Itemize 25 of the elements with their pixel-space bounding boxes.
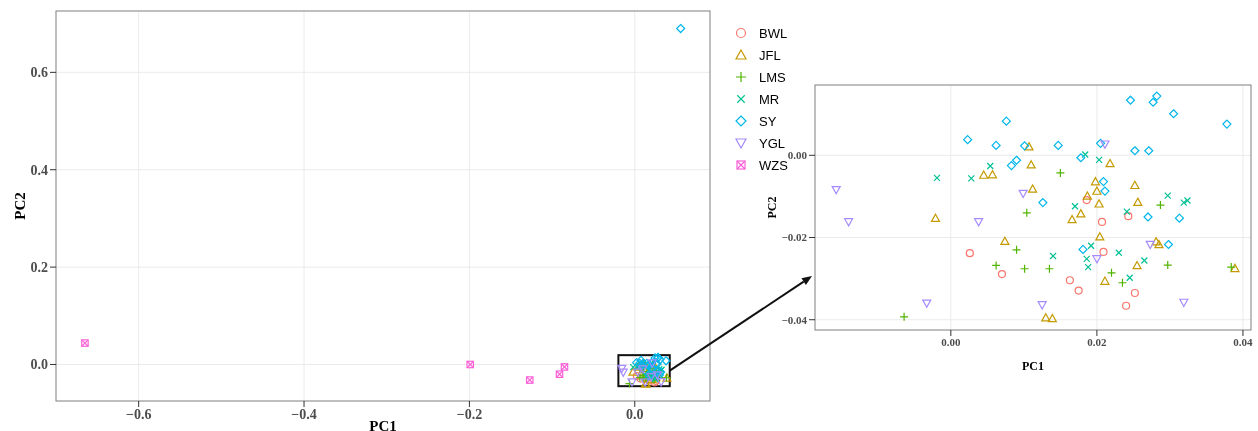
y-tick-label: 0.6	[30, 65, 48, 81]
legend-label: MR	[759, 91, 780, 107]
x-axis-title: PC1	[369, 418, 397, 431]
y-axis-title: PC2	[12, 192, 29, 220]
y-tick-label: −0.04	[781, 313, 808, 326]
legend-label: WZS	[759, 157, 788, 173]
y-axis-title: PC2	[765, 196, 780, 219]
legend-label: YGL	[759, 135, 786, 151]
x-tick-label: 0.0	[626, 406, 644, 422]
y-tick-label: 0.00	[787, 149, 808, 162]
legend-label: BWL	[759, 25, 788, 41]
legend-label: JFL	[759, 47, 781, 63]
y-tick-label: 0.0	[30, 357, 48, 373]
x-tick-label: 0.04	[1233, 335, 1254, 348]
y-tick-label: 0.2	[30, 260, 48, 276]
legend-label: LMS	[759, 69, 786, 85]
x-tick-label: −0.2	[456, 406, 483, 422]
legend-label: SY	[759, 113, 777, 129]
x-tick-label: 0.00	[941, 335, 961, 348]
x-tick-label: −0.4	[291, 406, 317, 422]
x-tick-label: −0.6	[125, 406, 152, 422]
x-axis-title: PC1	[1022, 359, 1044, 373]
x-tick-label: 0.02	[1087, 335, 1108, 348]
y-tick-label: 0.4	[30, 162, 48, 178]
y-tick-label: −0.02	[781, 231, 808, 244]
